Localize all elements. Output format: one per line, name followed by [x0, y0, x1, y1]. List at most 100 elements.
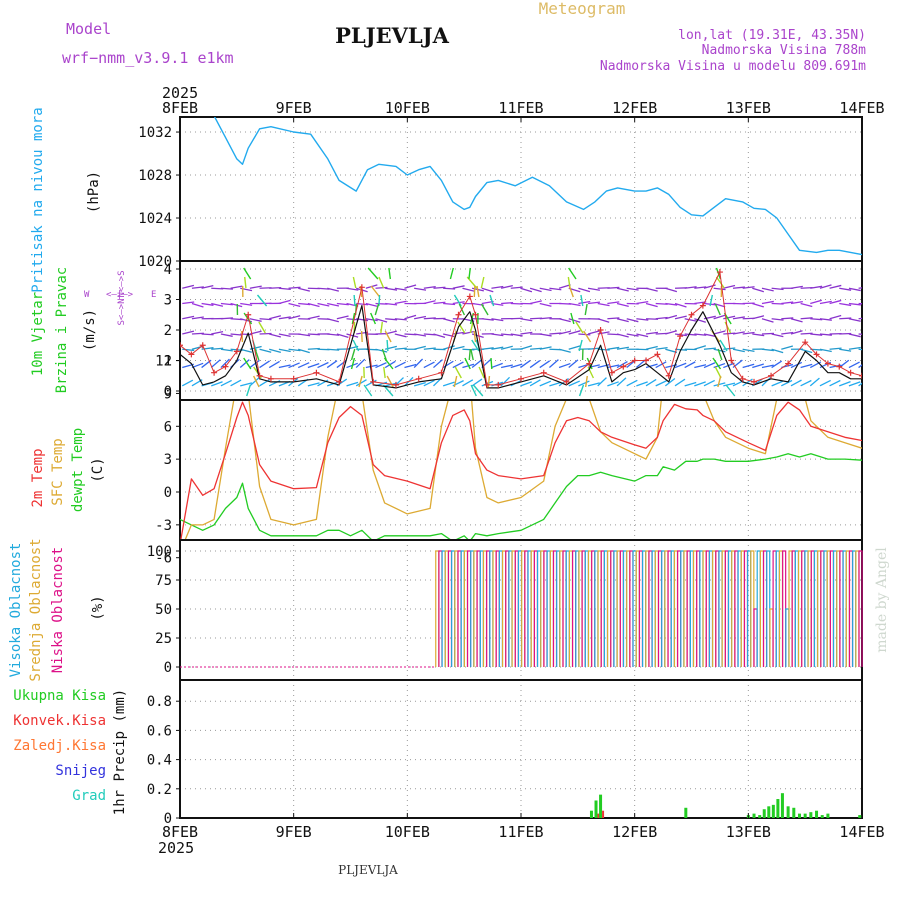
wind-max-marker — [631, 357, 638, 364]
cloud-bar — [661, 550, 666, 667]
wind-barb — [520, 381, 532, 387]
wind-barb — [558, 330, 571, 335]
wind-barb — [191, 286, 204, 289]
wind-barb — [288, 286, 301, 289]
wind-barb — [848, 346, 861, 350]
cloud-low-label: Niska Oblacnost — [50, 547, 66, 673]
wind-max-marker — [620, 363, 627, 370]
wind-barbs — [180, 267, 862, 397]
wind-barb — [761, 348, 774, 352]
top-tick-label: 8FEB — [162, 99, 198, 117]
wind-barb — [385, 302, 398, 306]
wind-barb — [694, 333, 707, 336]
cloud-bar — [680, 550, 685, 667]
wind-panel: 0 1 2 3 4 — [164, 260, 863, 401]
wind-barb — [713, 330, 726, 335]
wind-barb — [220, 287, 233, 290]
wind-max-marker — [466, 293, 473, 300]
wind-label-2: Brzina i Pravac — [54, 267, 70, 393]
wind-gust-arrow — [258, 321, 266, 334]
pressure-frame — [179, 116, 863, 262]
wind-barb — [771, 360, 783, 369]
cloud-bar — [820, 550, 825, 667]
precip-total-bar — [752, 813, 756, 818]
wind-max-marker — [859, 372, 862, 379]
wind-barb — [616, 333, 629, 338]
wind-unit: (m/s) — [82, 309, 98, 351]
lonlat-text: lon,lat (19.31E, 43.35N) — [678, 28, 866, 43]
cloud-bar — [451, 550, 456, 667]
wind-barb — [684, 361, 696, 369]
wind-barb — [713, 287, 726, 291]
wind-barb — [317, 302, 330, 307]
wind-barb — [858, 364, 862, 369]
wind-barb — [288, 302, 301, 308]
cloud-bar — [737, 550, 742, 667]
wind-max-marker — [438, 369, 445, 376]
pressure-panel: 1020 1024 1028 1032 — [138, 116, 863, 270]
wind-barb — [326, 381, 339, 387]
wind-gust-arrow — [352, 276, 357, 289]
wind-barb — [394, 361, 406, 369]
top-tick-label: 9FEB — [276, 99, 312, 117]
wind-barb — [742, 348, 755, 353]
wind-barb — [810, 333, 823, 336]
wind-barb — [674, 362, 687, 369]
cloud-bar — [826, 550, 831, 667]
wind-barb — [269, 348, 281, 353]
wind-gust-arrow — [370, 312, 377, 325]
wind-barb — [810, 299, 822, 305]
wind-gust-arrow — [256, 294, 268, 307]
wind-gust-arrow — [241, 330, 244, 343]
bottom-tick-label: 11FEB — [498, 823, 543, 841]
compass-s: S<—>N — [117, 298, 127, 325]
wind-gust-arrow — [575, 321, 584, 334]
wind-barb — [375, 362, 387, 369]
wind-barb — [336, 359, 347, 369]
wind-barb — [413, 381, 426, 387]
wind-max-marker — [455, 311, 462, 318]
cloud-bar — [689, 550, 694, 667]
wind-gust-arrow — [383, 366, 386, 379]
wind-barb — [355, 379, 367, 387]
wind-max-marker — [836, 363, 843, 370]
wind-barb — [278, 348, 291, 353]
wind-max-marker — [665, 372, 672, 379]
temp-ytick-label: -3 — [155, 518, 172, 534]
wind-barb — [636, 381, 648, 387]
wind-barb — [394, 300, 407, 305]
wind-gust-arrow — [254, 348, 260, 361]
cloud-bar — [626, 550, 631, 667]
cloud-bar — [667, 550, 672, 667]
wind-barb — [587, 301, 601, 305]
wind-barb — [317, 361, 329, 369]
cloud-bar — [565, 550, 570, 667]
top-tick-label: 13FEB — [726, 99, 771, 117]
wind-barb — [336, 333, 349, 338]
wind-barb — [781, 301, 794, 305]
year-bottom: 2025 — [158, 839, 194, 857]
wind-barb — [558, 284, 571, 289]
wind-max-marker — [751, 378, 758, 385]
wind-barb — [501, 302, 514, 305]
cloud-bar — [521, 550, 526, 667]
precip-total-bar — [594, 800, 598, 818]
wind-barb — [568, 380, 581, 387]
wind-barb — [858, 333, 862, 335]
wind-barb — [665, 348, 678, 354]
wind-gust-arrow — [454, 366, 462, 379]
temperature-panel: -6 -3 0 3 6 9 12 — [155, 354, 863, 567]
wind-barb — [394, 347, 407, 350]
wind-gust-arrow — [584, 375, 588, 388]
wind-barb — [201, 347, 214, 350]
cloud-bar — [740, 550, 745, 667]
wind-max-marker — [180, 342, 183, 349]
cloud-bar — [505, 550, 510, 667]
wind-barb — [385, 287, 398, 291]
wind-barb — [713, 314, 726, 320]
precip-total-bar — [809, 812, 813, 818]
wind-barb — [298, 287, 311, 292]
cloud-bar — [546, 550, 551, 667]
cloud-bar — [435, 550, 440, 667]
